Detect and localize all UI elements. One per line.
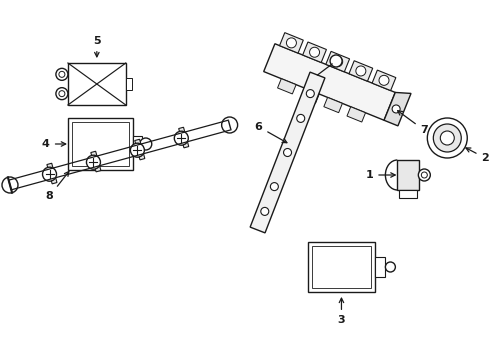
Polygon shape <box>264 44 395 120</box>
Polygon shape <box>280 33 303 53</box>
Circle shape <box>56 68 68 80</box>
Circle shape <box>297 114 305 122</box>
Polygon shape <box>135 139 145 160</box>
Circle shape <box>433 124 461 152</box>
Circle shape <box>287 38 296 48</box>
Circle shape <box>356 66 366 76</box>
Polygon shape <box>91 151 101 172</box>
Polygon shape <box>347 107 366 122</box>
Text: 7: 7 <box>398 111 428 135</box>
Circle shape <box>306 90 314 98</box>
Circle shape <box>421 172 427 178</box>
Circle shape <box>86 155 100 169</box>
Polygon shape <box>384 93 411 126</box>
Text: 2: 2 <box>466 148 489 163</box>
Polygon shape <box>250 72 325 233</box>
Circle shape <box>330 55 342 67</box>
Polygon shape <box>301 88 319 103</box>
Bar <box>312 246 371 288</box>
Circle shape <box>140 138 152 150</box>
Circle shape <box>59 91 65 97</box>
Text: 1: 1 <box>366 170 395 180</box>
Bar <box>126 78 132 90</box>
Circle shape <box>284 148 292 157</box>
Circle shape <box>56 88 68 100</box>
Text: 4: 4 <box>42 139 66 149</box>
Bar <box>68 118 133 170</box>
Circle shape <box>130 143 145 157</box>
Bar <box>399 190 417 198</box>
Circle shape <box>379 75 389 85</box>
Text: 6: 6 <box>255 122 287 143</box>
Circle shape <box>2 177 18 193</box>
Circle shape <box>43 167 56 181</box>
Circle shape <box>174 131 188 145</box>
Polygon shape <box>179 127 189 148</box>
Circle shape <box>310 47 319 57</box>
Circle shape <box>221 117 238 133</box>
Polygon shape <box>303 42 326 63</box>
Bar <box>133 136 142 152</box>
Bar <box>68 63 126 105</box>
Polygon shape <box>326 51 349 72</box>
Circle shape <box>418 169 430 181</box>
Polygon shape <box>47 163 57 184</box>
Polygon shape <box>324 98 343 113</box>
Circle shape <box>270 183 278 190</box>
Circle shape <box>261 207 269 215</box>
Bar <box>72 122 129 166</box>
Circle shape <box>441 131 454 145</box>
Polygon shape <box>349 61 373 81</box>
Polygon shape <box>372 70 396 91</box>
Circle shape <box>386 262 395 272</box>
Text: 3: 3 <box>338 298 345 325</box>
Polygon shape <box>277 79 296 94</box>
Bar <box>397 160 419 190</box>
Bar <box>308 242 375 292</box>
Circle shape <box>427 118 467 158</box>
Circle shape <box>392 105 400 113</box>
Text: 8: 8 <box>46 171 69 201</box>
Text: 5: 5 <box>93 36 100 57</box>
Circle shape <box>59 71 65 77</box>
Circle shape <box>333 57 343 67</box>
Bar <box>375 257 386 277</box>
